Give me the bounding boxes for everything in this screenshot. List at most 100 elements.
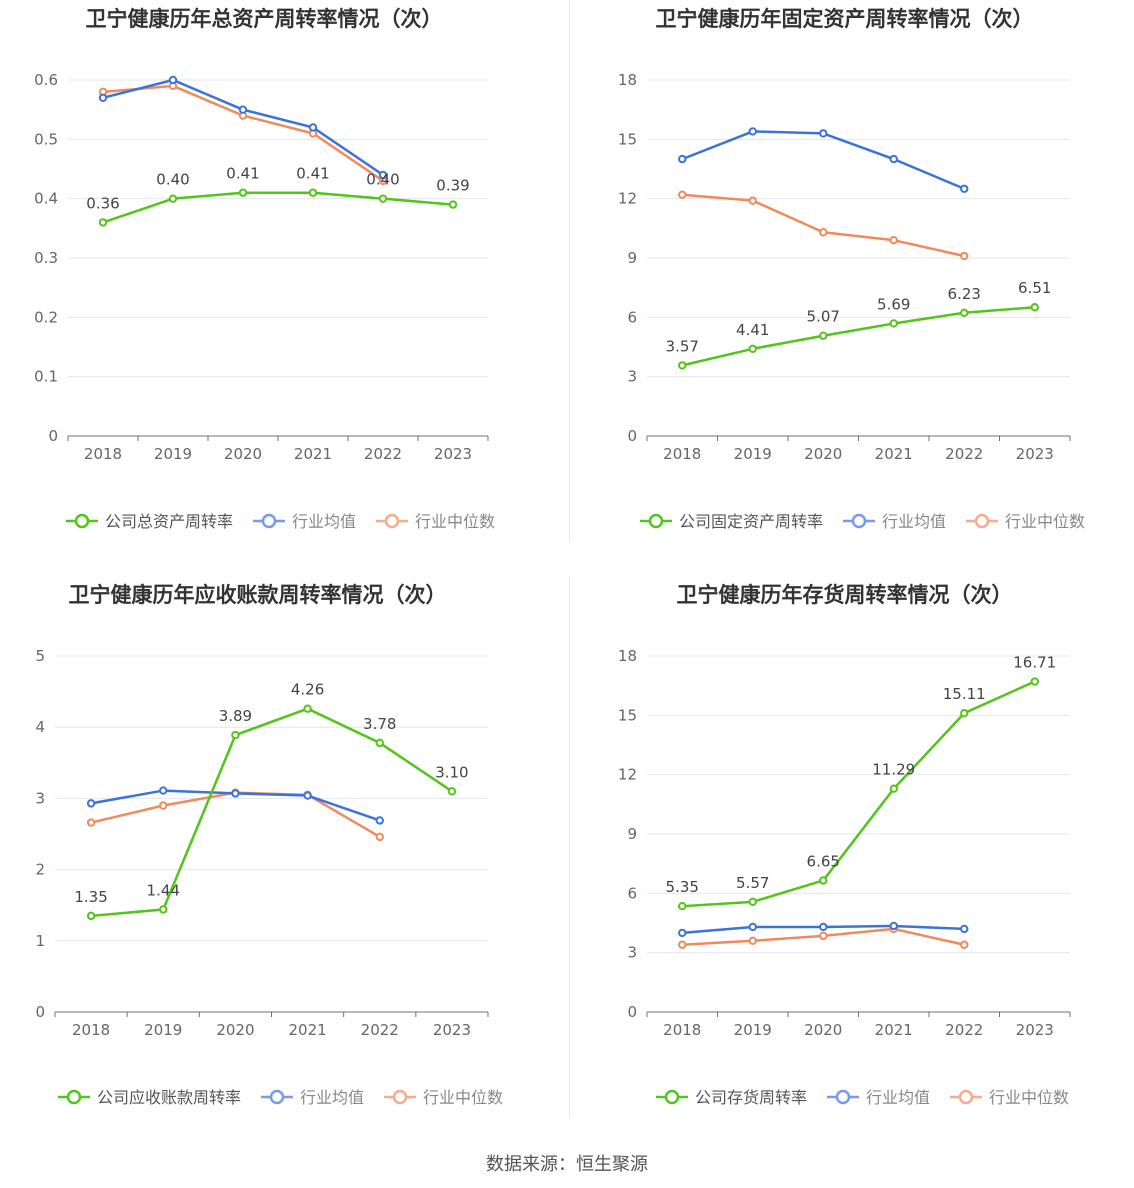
series-line-industry-median <box>90 791 381 838</box>
data-label: 0.40 <box>156 171 189 189</box>
x-tick-label: 2021 <box>875 1021 913 1039</box>
legend-label: 行业均值 <box>882 512 946 531</box>
y-tick-label: 12 <box>618 766 637 784</box>
x-tick-label: 2019 <box>144 1021 182 1039</box>
x-tick-label: 2018 <box>663 1021 701 1039</box>
legend-marker <box>664 1089 680 1105</box>
data-point <box>960 940 969 949</box>
y-tick-label: 0.4 <box>34 190 58 208</box>
data-label: 0.40 <box>366 171 399 189</box>
x-tick-label: 2022 <box>364 445 402 463</box>
data-point <box>98 218 108 227</box>
data-point <box>447 787 457 796</box>
data-point <box>231 789 240 798</box>
panel-divider-bottom <box>569 576 570 1118</box>
data-point <box>159 786 168 795</box>
data-point <box>238 105 248 114</box>
y-tick-label: 12 <box>618 190 637 208</box>
legend-item: 行业均值 <box>843 512 946 531</box>
x-tick-label: 2020 <box>804 1021 842 1039</box>
data-label: 3.10 <box>435 763 468 781</box>
x-tick-label: 2022 <box>361 1021 399 1039</box>
data-point <box>748 196 757 205</box>
x-tick-label: 2018 <box>72 1021 110 1039</box>
legend-label: 行业均值 <box>292 512 356 531</box>
x-tick-label: 2019 <box>734 445 772 463</box>
data-label: 1.44 <box>147 881 180 899</box>
x-tick-label: 2020 <box>804 445 842 463</box>
y-tick-label: 0.5 <box>34 130 58 148</box>
data-source-note: 数据来源：恒生聚源 <box>486 1154 648 1175</box>
data-point <box>819 931 828 941</box>
x-tick-label: 2023 <box>434 445 472 463</box>
y-tick-label: 0 <box>35 1003 45 1021</box>
y-tick-label: 2 <box>35 861 45 879</box>
legend-marker <box>66 1089 82 1105</box>
x-tick-label: 2022 <box>945 1021 983 1039</box>
chart-title: 卫宁健康历年存货周转率情况（次） <box>677 583 1013 607</box>
series-line-company <box>681 306 1035 367</box>
y-tick-label: 3 <box>627 368 637 386</box>
y-tick-label: 18 <box>618 647 637 665</box>
x-tick-label: 2018 <box>84 445 122 463</box>
x-tick-label: 2018 <box>663 445 701 463</box>
series-line-industry-median <box>682 193 965 258</box>
x-tick-label: 2020 <box>216 1021 254 1039</box>
data-point <box>748 344 757 353</box>
chart-title: 卫宁健康历年固定资产周转率情况（次） <box>656 7 1034 31</box>
data-point <box>960 184 969 193</box>
legend-label: 公司总资产周转率 <box>105 512 233 531</box>
y-tick-label: 4 <box>35 718 45 736</box>
data-label: 0.36 <box>86 194 119 212</box>
y-tick-label: 15 <box>618 130 637 148</box>
data-point <box>748 897 757 907</box>
x-tick-label: 2019 <box>154 445 192 463</box>
data-point <box>86 799 96 808</box>
data-point <box>678 190 687 199</box>
data-point <box>889 921 898 931</box>
panel-divider-top <box>569 0 570 542</box>
chart-panel-fixed-asset-turnover: 卫宁健康历年固定资产周转率情况（次） 0 3 6 9 12 15 18 2018 2019 2020… <box>567 0 1134 576</box>
legend-label: 行业中位数 <box>989 1088 1069 1107</box>
data-point <box>303 704 312 713</box>
data-point <box>159 801 168 810</box>
data-label: 0.41 <box>296 165 329 183</box>
data-point <box>86 818 96 827</box>
data-point <box>678 940 687 949</box>
legend-marker <box>958 1089 974 1105</box>
legend-item: 行业中位数 <box>384 1088 503 1107</box>
series-line-industry-average <box>102 78 384 176</box>
y-tick-label: 0 <box>627 1003 637 1021</box>
legend-item: 行业中位数 <box>376 512 495 531</box>
data-point <box>960 708 969 718</box>
legend-marker <box>384 513 400 529</box>
data-point <box>889 784 898 793</box>
legend-marker <box>392 1089 408 1105</box>
x-tick-label: 2021 <box>294 445 332 463</box>
data-point <box>98 93 108 103</box>
y-tick-label: 0 <box>48 427 58 445</box>
x-tick-label: 2021 <box>288 1021 326 1039</box>
y-tick-label: 5 <box>35 647 45 665</box>
data-label: 5.69 <box>877 295 910 313</box>
data-point <box>303 791 312 800</box>
data-point <box>748 127 757 136</box>
legend-item: 公司存货周转率 <box>656 1088 807 1107</box>
data-point <box>819 129 828 138</box>
data-label: 15.11 <box>943 685 986 703</box>
data-point <box>378 170 388 180</box>
legend-label: 行业中位数 <box>423 1088 503 1107</box>
data-label: 1.35 <box>74 888 107 906</box>
series-line-company <box>102 191 454 224</box>
data-point <box>168 194 178 203</box>
legend-item: 公司应收账款周转率 <box>58 1088 241 1107</box>
x-tick-label: 2019 <box>734 1021 772 1039</box>
data-label: 4.26 <box>291 681 324 699</box>
series-line-company <box>90 707 453 918</box>
legend-item: 行业中位数 <box>950 1088 1069 1107</box>
y-tick-label: 9 <box>627 825 637 843</box>
x-tick-label: 2023 <box>1016 1021 1054 1039</box>
y-tick-label: 0 <box>627 427 637 445</box>
data-label: 3.89 <box>219 707 252 725</box>
legend-label: 公司固定资产周转率 <box>679 512 823 531</box>
